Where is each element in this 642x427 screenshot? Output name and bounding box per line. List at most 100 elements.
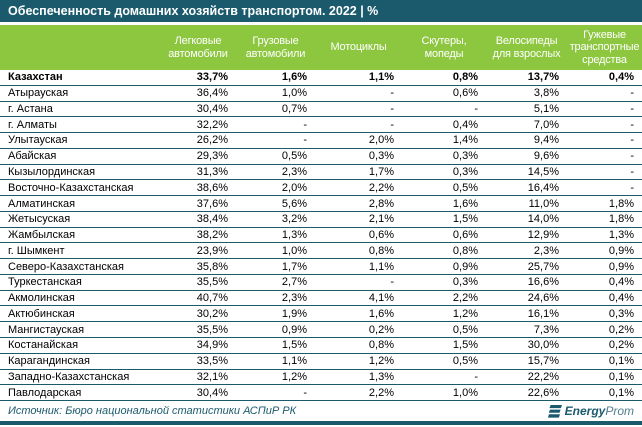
value-cell: 3,2% [281,213,307,226]
value-cell: 1,9% [281,307,307,320]
value-cell: - [303,118,307,131]
value-cell: 1,3% [368,370,394,383]
value-cell: 30,4% [196,102,228,115]
table-row: Западно-Казахстанская 32,1% 1,2% 1,3% - 22,2… [0,370,642,386]
value-cell: 2,8% [368,197,394,210]
table-row: Карагандинская 33,5% 1,1% 1,2% 0,5% 15,7% 0,1… [0,354,642,370]
value-cell: 4,1% [368,292,394,305]
table-row: Акмолинская 40,7% 2,3% 4,1% 2,2% 24,6% 0,4% [0,291,642,307]
value-cell: 1,6% [452,197,478,210]
table-row: Кызылординская 31,3% 2,3% 1,7% 0,3% 14,5% - [0,165,642,181]
value-cell: - [630,134,634,147]
logo-prom-label: Prom [605,404,634,418]
value-cell: 0,5% [452,355,478,368]
value-cell: 1,1% [281,355,307,368]
value-cell: 31,3% [196,165,228,178]
value-cell: 0,5% [452,181,478,194]
value-cell: 2,7% [281,276,307,289]
value-cell: 30,4% [196,386,228,399]
value-cell: 0,9% [608,244,634,257]
value-cell: 1,0% [281,87,307,100]
value-cell: 38,2% [196,229,228,242]
table-row: Атырауская 36,4% 1,0% - 0,6% 3,8% - [0,86,642,102]
region-cell: Улытауская [8,134,68,147]
value-cell: 38,6% [196,181,228,194]
value-cell: 0,1% [608,386,634,399]
value-cell: 1,4% [452,134,478,147]
value-cell: 9,6% [533,150,559,163]
value-cell: 5,1% [533,102,559,115]
value-cell: 1,3% [608,229,634,242]
value-cell: 0,3% [452,165,478,178]
table-header-row: Легковые автомобили Грузовые автомобили Мо… [0,25,642,70]
value-cell: - [474,102,478,115]
value-cell: 0,3% [452,150,478,163]
value-cell: 1,3% [281,229,307,242]
value-cell: 0,4% [608,292,634,305]
value-cell: 0,4% [608,71,634,84]
value-cell: - [630,102,634,115]
value-cell: 26,2% [196,134,228,147]
footer: Источник: Бюро национальной статистики А… [0,401,642,421]
value-cell: 32,1% [196,370,228,383]
table-row: г. Шымкент 23,9% 1,0% 0,8% 0,8% 2,3% 0,9% [0,243,642,260]
column-header: Гужевые транспортные средства [569,28,640,66]
region-cell: г. Алматы [8,118,57,131]
value-cell: 2,2% [452,292,478,305]
value-cell: - [630,87,634,100]
region-cell: Кызылординская [8,165,96,178]
value-cell: 22,6% [527,386,559,399]
column-header: Легковые автомобили [168,34,228,60]
value-cell: 7,3% [533,323,559,336]
value-cell: 0,8% [452,244,478,257]
value-cell: 0,7% [281,102,307,115]
region-cell: г. Астана [8,102,53,115]
value-cell: 3,8% [533,87,559,100]
value-cell: 16,6% [527,276,559,289]
value-cell: 1,1% [368,260,394,273]
value-cell: - [630,165,634,178]
title-divider [0,22,642,25]
value-cell: 24,6% [527,292,559,305]
value-cell: - [390,118,394,131]
region-cell: Северо-Казахстанская [8,260,124,273]
value-cell: 1,1% [368,71,394,84]
value-cell: 15,7% [527,355,559,368]
table-row: Казахстан 33,7% 1,6% 1,1% 0,8% 13,7% 0,4% [0,70,642,86]
region-cell: Алматинская [8,197,76,210]
value-cell: 1,2% [368,355,394,368]
table-row: Туркестанская 35,5% 2,7% - 0,3% 16,6% 0,4% [0,275,642,291]
value-cell: 1,8% [608,197,634,210]
value-cell: 16,1% [527,307,559,320]
value-cell: 1,5% [452,339,478,352]
value-cell: 0,5% [281,150,307,163]
value-cell: 0,2% [608,339,634,352]
region-cell: Туркестанская [8,276,82,289]
value-cell: - [303,134,307,147]
region-cell: Актюбинская [8,307,75,320]
region-cell: Атырауская [8,87,69,100]
region-cell: Казахстан [8,71,63,84]
value-cell: 2,0% [368,134,394,147]
value-cell: 14,0% [527,213,559,226]
title-bar: Обеспеченность домашних хозяйств транспо… [0,0,642,22]
value-cell: 35,5% [196,323,228,336]
value-cell: 40,7% [196,292,228,305]
value-cell: - [390,87,394,100]
value-cell: 2,1% [368,213,394,226]
value-cell: 23,9% [196,244,228,257]
column-header: Скутеры, мопеды [421,34,467,60]
value-cell: 0,3% [452,276,478,289]
value-cell: 0,5% [452,323,478,336]
value-cell: 2,3% [281,165,307,178]
value-cell: - [303,386,307,399]
value-cell: 14,5% [527,165,559,178]
value-cell: - [630,181,634,194]
value-cell: 36,4% [196,87,228,100]
region-cell: Жетысуская [8,213,71,226]
table-row: г. Алматы 32,2% - - 0,4% 7,0% - [0,117,642,134]
column-header: Грузовые автомобили [245,34,306,60]
value-cell: 32,2% [196,118,228,131]
value-cell: 0,8% [452,71,478,84]
